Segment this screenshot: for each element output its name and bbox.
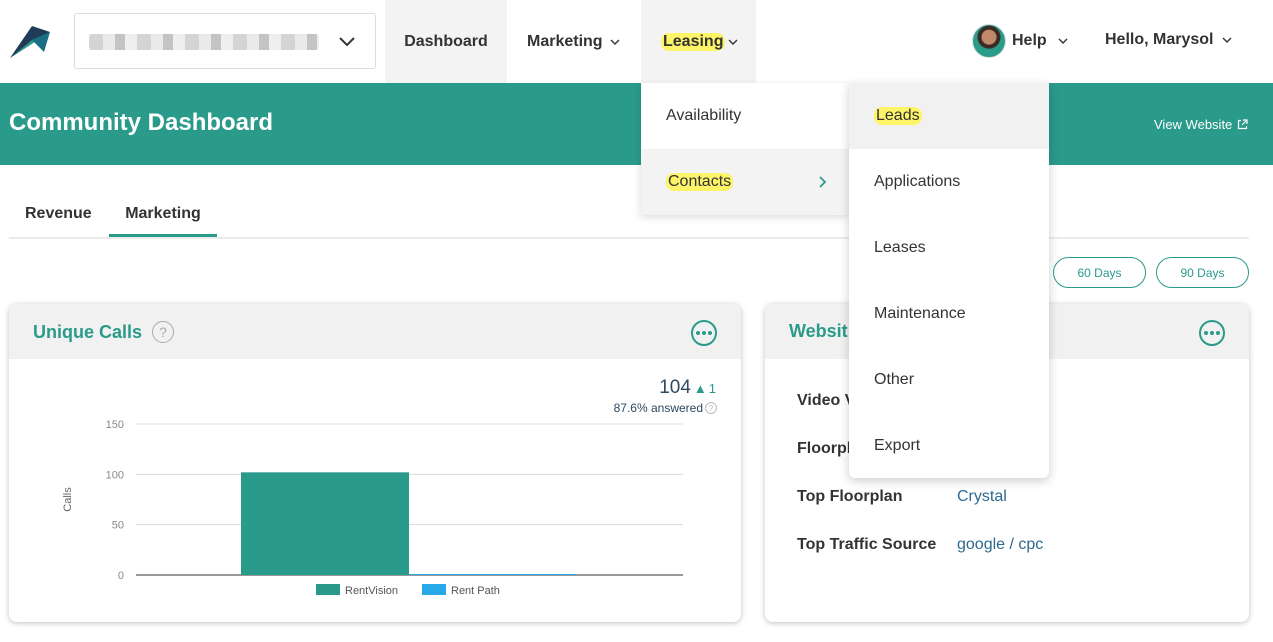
- menu-item-maintenance[interactable]: Maintenance: [849, 281, 1049, 347]
- menu-item-other[interactable]: Other: [849, 347, 1049, 413]
- property-select[interactable]: [74, 13, 376, 69]
- top-traffic-source-value[interactable]: google / cpc: [957, 536, 1044, 553]
- menu-item-leads[interactable]: Leads: [849, 83, 1049, 149]
- calls-bar-chart: 0 50 100 150 Calls RentVision Rent Path: [62, 419, 683, 597]
- nav-marketing-label: Marketing: [527, 32, 603, 50]
- unique-calls-card: Unique Calls ? 104 ▲ 1 87.6% answered ? …: [9, 304, 741, 622]
- unique-calls-title: Unique Calls: [33, 321, 143, 342]
- website-row-label: Top Traffic Source: [797, 536, 937, 553]
- user-menu[interactable]: Hello, Marysol: [1105, 31, 1233, 49]
- legend-swatch: [422, 584, 446, 595]
- menu-item-label: Contacts: [666, 173, 734, 191]
- calls-answered: 87.6% answered ?: [614, 401, 717, 415]
- menu-item-label: Other: [874, 371, 915, 388]
- page-title: Community Dashboard: [9, 109, 274, 136]
- top-nav: Dashboard Marketing Leasing Help Hello, …: [0, 0, 1273, 83]
- menu-item-label: Export: [874, 437, 921, 454]
- y-axis-label: Calls: [62, 487, 74, 512]
- chevron-down-icon: [339, 37, 355, 47]
- help-circle-icon[interactable]: ?: [705, 402, 717, 414]
- help-label: Help: [1012, 32, 1047, 49]
- dashboard-tabs: Revenue Marketing: [9, 195, 1249, 239]
- menu-item-label: Maintenance: [874, 305, 966, 322]
- calls-total-value: 104: [659, 377, 691, 398]
- menu-item-leases[interactable]: Leases: [849, 215, 1049, 281]
- menu-item-label: Availability: [666, 107, 742, 124]
- chevron-down-icon: [1058, 38, 1068, 44]
- bar-rent-path: [409, 573, 577, 575]
- nav-marketing[interactable]: Marketing: [507, 0, 641, 83]
- property-name-redacted: [89, 34, 319, 50]
- chevron-down-icon: [610, 39, 620, 45]
- nav-leasing-label: Leasing: [661, 32, 726, 51]
- contacts-submenu: Leads Applications Leases Maintenance Ot…: [849, 83, 1049, 478]
- legend-label: Rent Path: [451, 585, 500, 597]
- website-row-label: Top Floorplan: [797, 488, 903, 505]
- legend-label: RentVision: [345, 585, 398, 597]
- legend-swatch: [316, 584, 340, 595]
- website-card-title: Websit: [789, 321, 848, 341]
- nav-dashboard[interactable]: Dashboard: [385, 0, 507, 83]
- calls-delta: 1: [708, 380, 716, 396]
- range-90-days-button[interactable]: 90 Days: [1156, 257, 1249, 288]
- more-options-icon[interactable]: [691, 320, 717, 346]
- y-tick-label: 100: [106, 469, 124, 481]
- menu-item-label: Applications: [874, 173, 961, 190]
- tab-marketing[interactable]: Marketing: [109, 205, 217, 237]
- menu-item-contacts[interactable]: Contacts: [641, 149, 849, 215]
- menu-item-applications[interactable]: Applications: [849, 149, 1049, 215]
- menu-item-export[interactable]: Export: [849, 413, 1049, 479]
- help-circle-icon[interactable]: ?: [152, 321, 175, 343]
- page-banner: Community Dashboard View Website: [0, 83, 1273, 165]
- y-tick-label: 150: [106, 419, 124, 431]
- tab-revenue[interactable]: Revenue: [25, 205, 92, 222]
- logo[interactable]: [10, 26, 50, 58]
- nav-dashboard-label: Dashboard: [404, 32, 488, 50]
- range-60-days-button[interactable]: 60 Days: [1053, 257, 1146, 288]
- calls-answered-label: 87.6% answered: [613, 401, 703, 415]
- nav-leasing[interactable]: Leasing: [641, 0, 756, 83]
- more-options-icon[interactable]: [1199, 320, 1225, 346]
- y-tick-label: 50: [112, 520, 124, 532]
- chevron-right-icon: [819, 176, 827, 188]
- menu-item-label: Leases: [874, 239, 926, 256]
- calls-total: 104 ▲ 1: [659, 377, 716, 399]
- user-greeting: Hello, Marysol: [1105, 31, 1214, 48]
- view-website-label: View Website: [1154, 117, 1233, 132]
- view-website-link[interactable]: View Website: [1154, 117, 1248, 132]
- menu-item-label: Leads: [874, 107, 922, 125]
- card-header: Unique Calls ?: [9, 304, 741, 359]
- external-link-icon: [1238, 119, 1248, 130]
- y-tick-label: 0: [118, 570, 124, 582]
- menu-item-availability[interactable]: Availability: [641, 83, 849, 149]
- chevron-down-icon: [728, 39, 738, 45]
- chevron-down-icon: [1222, 37, 1232, 43]
- top-floorplan-value[interactable]: Crystal: [957, 488, 1007, 505]
- help-menu[interactable]: Help: [972, 24, 1069, 58]
- avatar: [972, 24, 1006, 58]
- trend-up-icon: ▲: [693, 380, 707, 396]
- website-row-label: Floorpl: [797, 440, 852, 457]
- card-title: Unique Calls ?: [33, 321, 175, 343]
- leasing-dropdown: Availability Contacts: [641, 83, 849, 215]
- website-row-label: Video V: [797, 392, 856, 409]
- bar-rentvision: [241, 472, 409, 575]
